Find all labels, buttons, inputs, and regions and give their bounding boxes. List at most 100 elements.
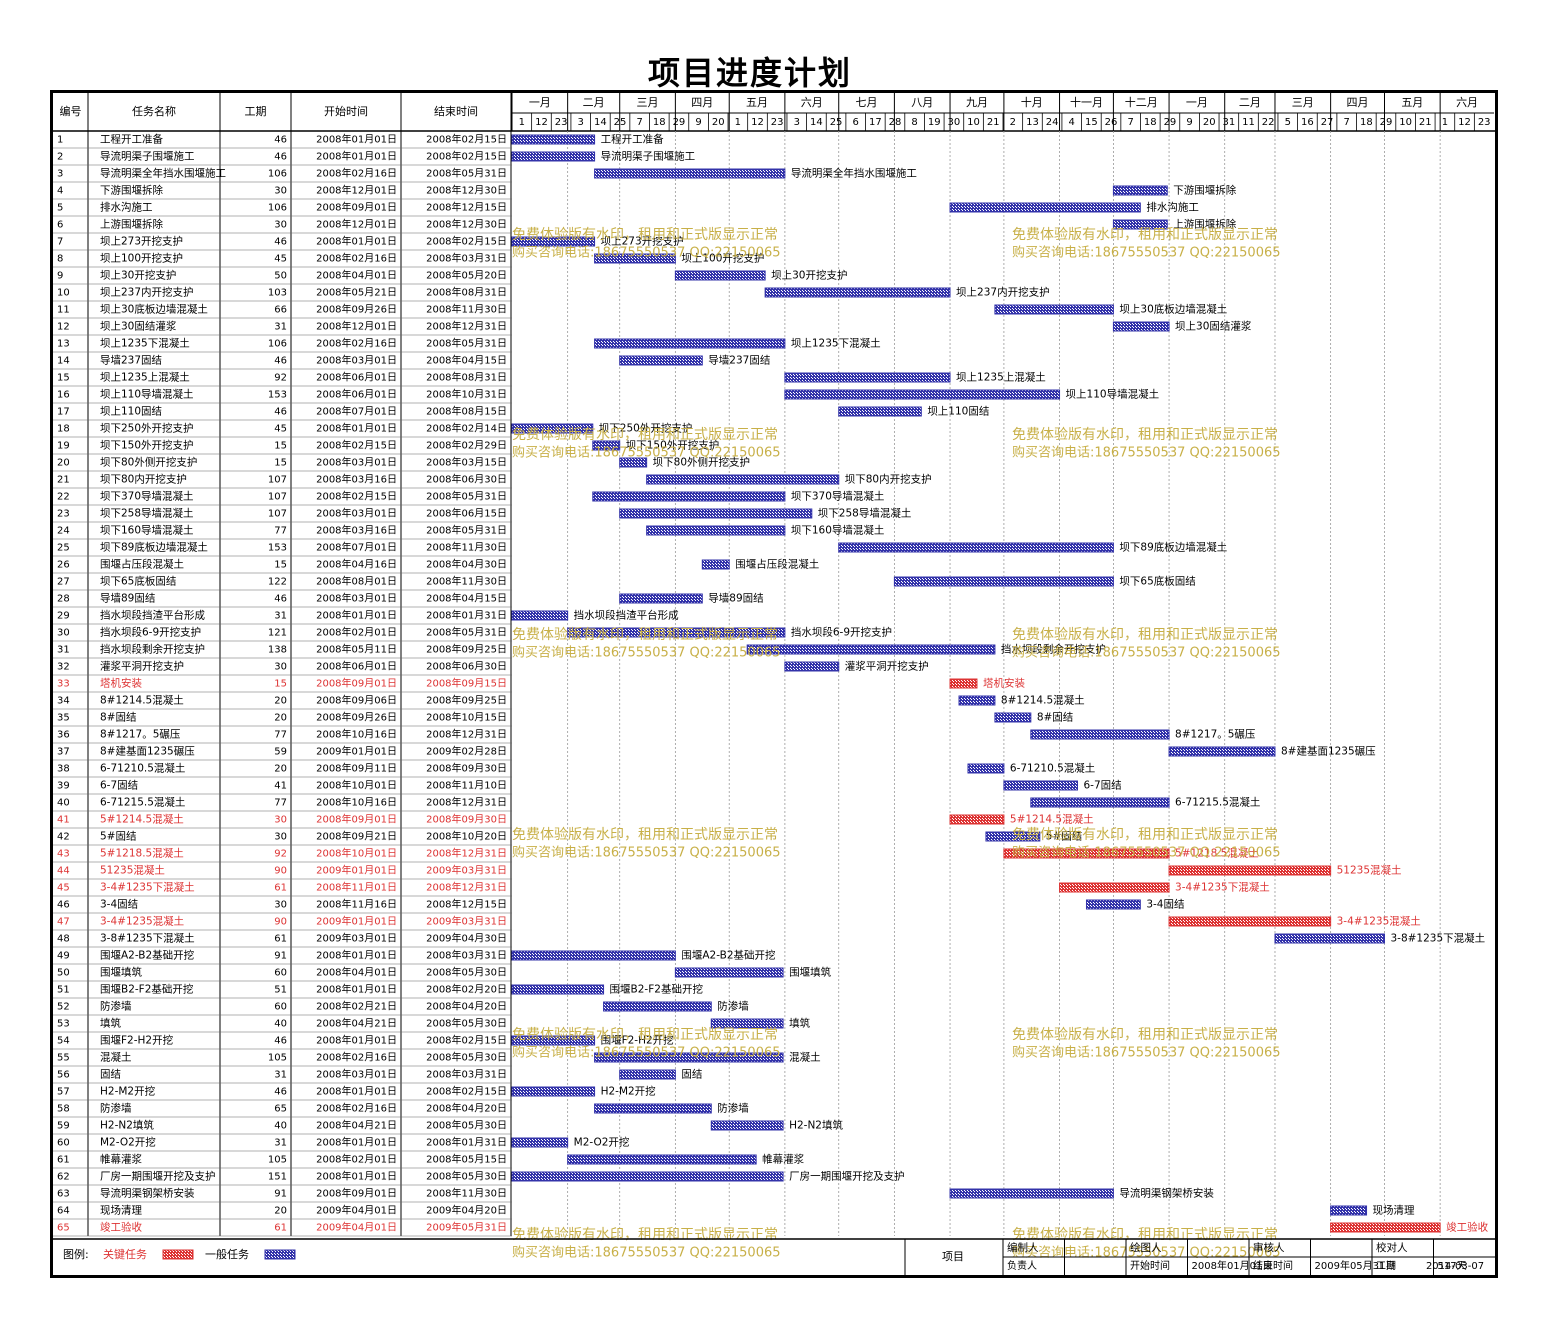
task-no: 65 bbox=[57, 1223, 70, 1234]
task-start: 2008年03月01日 bbox=[316, 354, 397, 367]
bar-label: 导流明渠钢架桥安装 bbox=[1119, 1187, 1214, 1200]
task-duration: 20 bbox=[274, 764, 287, 775]
task-duration: 103 bbox=[268, 288, 287, 299]
task-bar bbox=[1030, 729, 1170, 740]
task-end: 2009年04月30日 bbox=[426, 932, 507, 945]
task-name: 围堰A2-B2基础开挖 bbox=[100, 949, 194, 962]
task-start: 2008年09月11日 bbox=[316, 762, 397, 775]
task-start: 2009年01月01日 bbox=[316, 915, 397, 928]
day-label: 10 bbox=[1399, 117, 1412, 128]
watermark-text: 免费体验版有水印，租用和正式版显示正常 bbox=[1012, 227, 1278, 243]
task-duration: 31 bbox=[274, 1138, 287, 1149]
task-name: 坝上100开挖支护 bbox=[100, 252, 183, 265]
task-bar bbox=[710, 1120, 784, 1131]
task-start: 2008年06月01日 bbox=[316, 388, 397, 401]
task-duration: 122 bbox=[268, 577, 287, 588]
bar-label: 5#1218.5混凝土 bbox=[1175, 847, 1259, 860]
task-duration: 50 bbox=[274, 271, 287, 282]
task-end: 2009年03月31日 bbox=[426, 915, 507, 928]
task-end: 2008年08月15日 bbox=[426, 405, 507, 418]
task-name: 围堰B2-F2基础开挖 bbox=[100, 983, 193, 996]
bar-label: 围堰A2-B2基础开挖 bbox=[681, 949, 775, 962]
bar-label: 围堰B2-F2基础开挖 bbox=[610, 983, 703, 996]
watermark-text: 免费体验版有水印，租用和正式版显示正常 bbox=[512, 1227, 778, 1243]
task-start: 2008年05月21日 bbox=[316, 286, 397, 299]
task-duration: 106 bbox=[268, 339, 287, 350]
task-bar bbox=[511, 134, 596, 145]
task-name: 5#1214.5混凝土 bbox=[100, 813, 184, 826]
task-no: 17 bbox=[57, 407, 70, 418]
task-duration: 20 bbox=[274, 696, 287, 707]
task-bar bbox=[710, 1018, 784, 1029]
task-bar bbox=[985, 831, 1041, 842]
task-bar bbox=[958, 695, 996, 706]
task-end: 2008年10月31日 bbox=[426, 388, 507, 401]
task-end: 2008年03月31日 bbox=[426, 1068, 507, 1081]
day-label: 9 bbox=[695, 117, 701, 128]
task-end: 2008年02月15日 bbox=[426, 1085, 507, 1098]
task-duration: 92 bbox=[274, 373, 287, 384]
task-duration: 15 bbox=[274, 458, 287, 469]
bar-label: 帷幕灌浆 bbox=[762, 1153, 804, 1166]
task-no: 60 bbox=[57, 1138, 70, 1149]
watermark-text: 免费体验版有水印，租用和正式版显示正常 bbox=[512, 1027, 778, 1043]
day-label: 4 bbox=[1069, 117, 1075, 128]
task-no: 28 bbox=[57, 594, 70, 605]
task-bar bbox=[511, 1171, 784, 1182]
task-no: 51 bbox=[57, 985, 70, 996]
task-start: 2008年04月21日 bbox=[316, 1017, 397, 1030]
bar-label: 坝下160导墙混凝土 bbox=[791, 524, 885, 537]
header-no: 编号 bbox=[60, 104, 82, 118]
task-name: 挡水坝段剩余开挖支护 bbox=[100, 643, 205, 656]
task-name: 塔机安装 bbox=[100, 677, 142, 690]
task-no: 19 bbox=[57, 441, 70, 452]
day-label: 13 bbox=[1026, 117, 1039, 128]
task-bar bbox=[784, 389, 1061, 400]
task-name: H2-N2填筑 bbox=[100, 1119, 154, 1132]
bar-label: 坝上1235下混凝土 bbox=[791, 337, 881, 350]
bar-label: 坝下65底板固结 bbox=[1119, 575, 1195, 588]
task-name: 坝下80外侧开挖支护 bbox=[100, 456, 197, 469]
task-start: 2008年03月01日 bbox=[316, 592, 397, 605]
month-label: 一月 bbox=[529, 96, 551, 109]
task-no: 5 bbox=[57, 203, 63, 214]
footer-value: 工期 bbox=[1376, 1260, 1396, 1272]
task-start: 2008年01月01日 bbox=[316, 1136, 397, 1149]
legend-critical-label: 关键任务 bbox=[103, 1247, 147, 1261]
task-bar bbox=[592, 491, 786, 502]
task-start: 2008年02月15日 bbox=[316, 439, 397, 452]
task-no: 18 bbox=[57, 424, 70, 435]
task-bar bbox=[701, 559, 730, 570]
task-no: 11 bbox=[57, 305, 70, 316]
bar-label: 固结 bbox=[681, 1068, 702, 1081]
task-name: 混凝土 bbox=[100, 1051, 132, 1064]
day-label: 29 bbox=[1380, 117, 1393, 128]
task-duration: 46 bbox=[274, 594, 287, 605]
day-label: 18 bbox=[1144, 117, 1157, 128]
task-end: 2008年02月15日 bbox=[426, 150, 507, 163]
task-name: 挡水坝段挡渣平台形成 bbox=[100, 609, 205, 622]
bar-label: 排水沟施工 bbox=[1146, 201, 1199, 214]
task-start: 2008年01月01日 bbox=[316, 150, 397, 163]
footer-label: 校对人 bbox=[1376, 1241, 1408, 1254]
task-start: 2009年01月01日 bbox=[316, 745, 397, 758]
header-name: 任务名称 bbox=[132, 104, 176, 118]
day-label: 7 bbox=[636, 117, 642, 128]
task-name: 下游围堰拆除 bbox=[100, 184, 163, 197]
bar-label: 坝上273开挖支护 bbox=[601, 235, 684, 248]
task-start: 2008年04月01日 bbox=[316, 269, 397, 282]
watermark-text: 购买咨询电话:18675550537 QQ:22150065 bbox=[1012, 845, 1281, 861]
task-name: 围堰填筑 bbox=[100, 966, 142, 979]
bar-label: 导流明渠子围堰施工 bbox=[601, 150, 696, 163]
footer-value: 开始时间 bbox=[1130, 1259, 1170, 1272]
task-bar bbox=[1330, 1222, 1441, 1233]
month-label: 五月 bbox=[746, 96, 768, 109]
task-bar bbox=[511, 984, 605, 995]
day-label: 25 bbox=[614, 117, 627, 128]
task-bar bbox=[1003, 780, 1079, 791]
bar-label: 坝下258导墙混凝土 bbox=[818, 507, 912, 520]
task-duration: 106 bbox=[268, 169, 287, 180]
task-start: 2008年01月01日 bbox=[316, 1085, 397, 1098]
task-end: 2008年05月30日 bbox=[426, 1051, 507, 1064]
task-no: 25 bbox=[57, 543, 70, 554]
